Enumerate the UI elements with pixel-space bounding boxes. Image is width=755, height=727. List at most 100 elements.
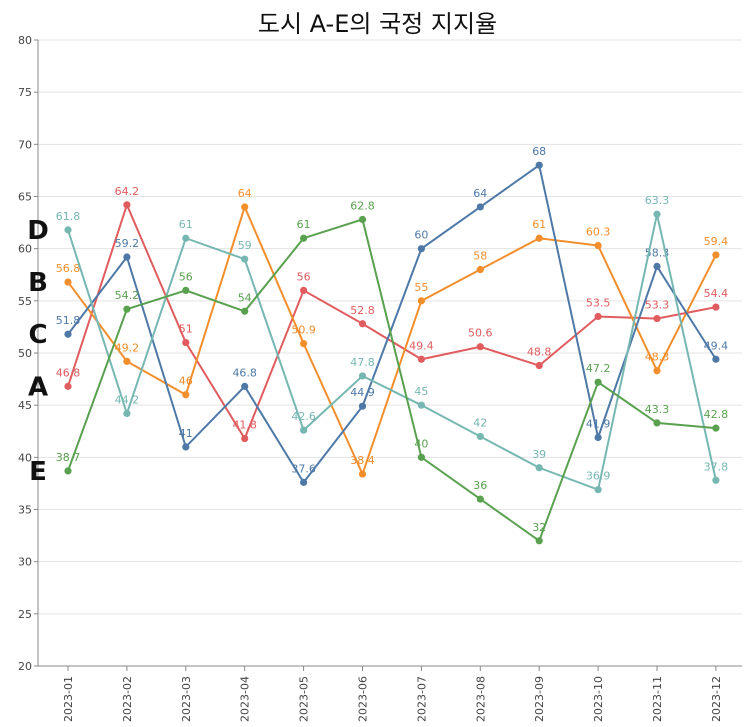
series-line-E (67, 218, 716, 543)
data-label: 56 (179, 270, 193, 283)
x-tick-label: 2023-10 (592, 676, 605, 722)
data-point (123, 357, 131, 365)
data-point (123, 305, 131, 313)
data-label: 60 (414, 229, 428, 242)
data-point (476, 343, 484, 351)
x-tick-label: 2023-07 (415, 676, 428, 722)
data-label: 61 (179, 218, 193, 231)
data-label: 37.6 (291, 462, 316, 475)
data-point (476, 495, 484, 503)
x-tick-label: 2023-06 (357, 676, 370, 722)
data-label: 42 (473, 416, 487, 429)
y-tick-label: 45 (18, 399, 32, 412)
data-label: 58 (473, 250, 487, 263)
data-point (712, 476, 720, 484)
data-label: 48.3 (645, 351, 670, 364)
data-label: 51 (179, 323, 193, 336)
data-point (64, 382, 72, 390)
data-point (64, 467, 72, 475)
data-point (182, 443, 190, 451)
series-label-C: C (28, 320, 47, 350)
data-point (535, 537, 543, 545)
series-label-A: A (28, 372, 48, 402)
data-point (417, 297, 425, 305)
data-point (182, 286, 190, 294)
data-point (653, 367, 661, 375)
data-label: 44.9 (350, 386, 375, 399)
data-point (712, 355, 720, 363)
series-line-B (67, 204, 717, 477)
x-tick-label: 2023-03 (180, 676, 193, 722)
data-point (300, 340, 308, 348)
data-label: 59.2 (115, 237, 140, 250)
y-tick-label: 55 (18, 295, 32, 308)
data-point (358, 470, 367, 478)
data-label: 63.3 (645, 194, 670, 207)
x-tick-label: 2023-09 (533, 676, 546, 722)
data-point (358, 320, 367, 328)
data-point (123, 253, 131, 261)
data-point (300, 286, 308, 294)
data-point (535, 234, 543, 242)
data-point (241, 434, 249, 443)
data-label: 54.4 (704, 287, 729, 300)
data-label: 53.5 (586, 296, 611, 309)
data-label: 50.9 (291, 324, 316, 337)
data-point (123, 201, 131, 209)
data-label: 47.8 (350, 356, 375, 369)
data-point (358, 402, 367, 410)
data-label: 61.8 (56, 210, 81, 223)
data-label: 36.9 (586, 470, 611, 483)
y-tick-label: 20 (18, 660, 32, 673)
data-point (594, 378, 602, 386)
data-point (64, 278, 72, 286)
data-label: 64 (473, 187, 487, 200)
data-point (653, 419, 661, 427)
data-label: 51.8 (56, 314, 81, 327)
data-point (241, 255, 249, 263)
data-point (653, 210, 661, 218)
data-label: 58.3 (645, 246, 670, 259)
data-label: 61 (297, 218, 311, 231)
x-tick-label: 2023-02 (121, 676, 134, 722)
data-point (300, 426, 308, 434)
data-label: 54 (238, 291, 252, 304)
data-point (123, 409, 131, 418)
x-tick-label: 2023-11 (651, 676, 664, 722)
x-tick-label: 2023-05 (298, 676, 311, 722)
x-tick-label: 2023-12 (710, 676, 723, 722)
data-label: 49.2 (115, 341, 140, 354)
data-point (594, 241, 602, 250)
y-tick-label: 65 (18, 191, 32, 204)
data-point (241, 382, 249, 390)
data-label: 37.8 (704, 460, 729, 473)
y-tick-label: 35 (18, 504, 32, 517)
series-label-B: B (28, 268, 48, 298)
y-tick-label: 25 (18, 608, 32, 621)
data-point (417, 453, 425, 461)
data-label: 40 (414, 437, 428, 450)
data-label: 64 (238, 187, 252, 200)
data-point (417, 245, 425, 253)
data-point (300, 234, 308, 242)
y-tick-label: 70 (18, 138, 32, 151)
data-point (535, 361, 543, 370)
data-label: 54.2 (115, 289, 140, 302)
data-label: 38.4 (350, 454, 375, 467)
data-label: 46.8 (56, 366, 81, 379)
series-label-D: D (27, 216, 49, 246)
data-label: 45 (414, 385, 428, 398)
chart-title: 도시 A-E의 국정 지지율 (257, 10, 498, 38)
y-tick-label: 40 (18, 451, 32, 464)
data-label: 68 (532, 145, 546, 158)
data-point (712, 251, 720, 259)
x-tick-label: 2023-01 (62, 676, 75, 722)
data-label: 39 (532, 448, 546, 461)
data-point (241, 203, 249, 211)
data-point (712, 303, 720, 311)
data-point (594, 433, 602, 442)
data-label: 59.4 (704, 235, 729, 248)
data-point (182, 234, 190, 242)
